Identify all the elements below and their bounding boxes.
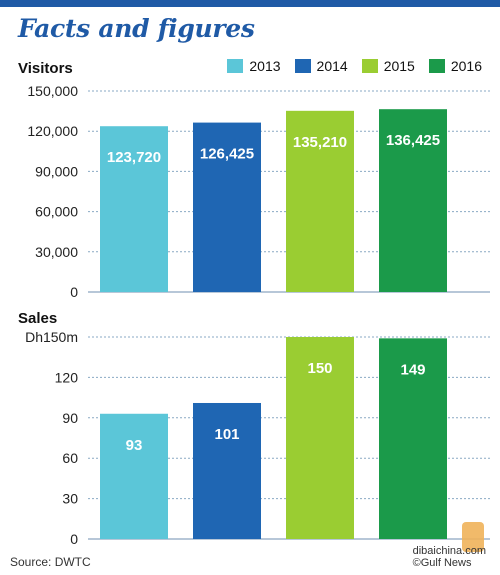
sales-ytick-label: 60	[62, 450, 78, 466]
legend-swatch-2014	[294, 59, 311, 73]
legend-swatch-2015	[361, 59, 378, 73]
legend-swatch-2016	[428, 59, 445, 73]
visitors-ytick-label: 30,000	[35, 244, 78, 260]
visitors-value-label-2016: 136,425	[386, 132, 440, 149]
legend: 2013 2014 2015 2016	[227, 58, 482, 74]
sales-ytick-label: 0	[70, 531, 78, 547]
sales-chart-title: Sales	[18, 310, 58, 327]
visitors-ytick-label: 120,000	[27, 123, 78, 139]
legend-item-2015: 2015	[361, 58, 415, 74]
visitors-value-label-2014: 126,425	[200, 146, 254, 163]
sales-ytick-label: 120	[55, 369, 79, 385]
sales-value-label-2016: 149	[400, 361, 425, 378]
sales-value-label-2013: 93	[126, 437, 143, 454]
legend-label-2014: 2014	[316, 58, 348, 74]
visitors-bar-2015	[286, 110, 354, 292]
watermark	[428, 519, 488, 555]
sales-chart: 0 30 60 90 120 Dh150m 93 101 150 149	[25, 329, 490, 547]
top-accent-bar	[0, 0, 500, 7]
sales-ytick-label: 30	[62, 491, 78, 507]
visitors-bar-2013	[100, 126, 168, 292]
visitors-chart-title: Visitors	[18, 60, 73, 77]
visitors-bar-2016	[379, 109, 447, 293]
watermark-logo-icon	[462, 522, 484, 552]
visitors-chart: 0 30,000 60,000 90,000 120,000 150,000 123,720…	[27, 83, 490, 300]
sales-ytick-label: Dh150m	[25, 329, 78, 345]
visitors-ytick-label: 90,000	[35, 163, 78, 179]
legend-item-2014: 2014	[294, 58, 348, 74]
visitors-ytick-label: 150,000	[27, 83, 78, 99]
credit-note: dibaichina.com ©Gulf News	[413, 545, 486, 569]
legend-label-2015: 2015	[383, 58, 415, 74]
sales-bar-2015	[286, 337, 354, 539]
legend-item-2016: 2016	[428, 58, 482, 74]
visitors-ytick-label: 0	[70, 284, 78, 300]
legend-label-2016: 2016	[450, 58, 482, 74]
sales-value-label-2014: 101	[214, 426, 239, 443]
legend-item-2013: 2013	[227, 58, 281, 74]
sales-ytick-label: 90	[62, 410, 78, 426]
legend-label-2013: 2013	[249, 58, 281, 74]
sales-bar-2016	[379, 338, 447, 539]
source-note: Source: DWTC	[10, 555, 91, 569]
sales-bar-2014	[193, 402, 261, 539]
visitors-ytick-label: 60,000	[35, 204, 78, 220]
credit-text: ©Gulf News	[412, 557, 472, 569]
watermark-site: dibaichina.com	[412, 545, 486, 557]
sales-bar-2013	[100, 413, 168, 539]
page-title: Facts and figures	[18, 14, 255, 43]
visitors-value-label-2013: 123,720	[107, 149, 161, 166]
visitors-bar-2014	[193, 122, 261, 292]
visitors-value-label-2015: 135,210	[293, 134, 347, 151]
legend-swatch-2013	[227, 59, 244, 73]
sales-value-label-2015: 150	[307, 360, 332, 377]
